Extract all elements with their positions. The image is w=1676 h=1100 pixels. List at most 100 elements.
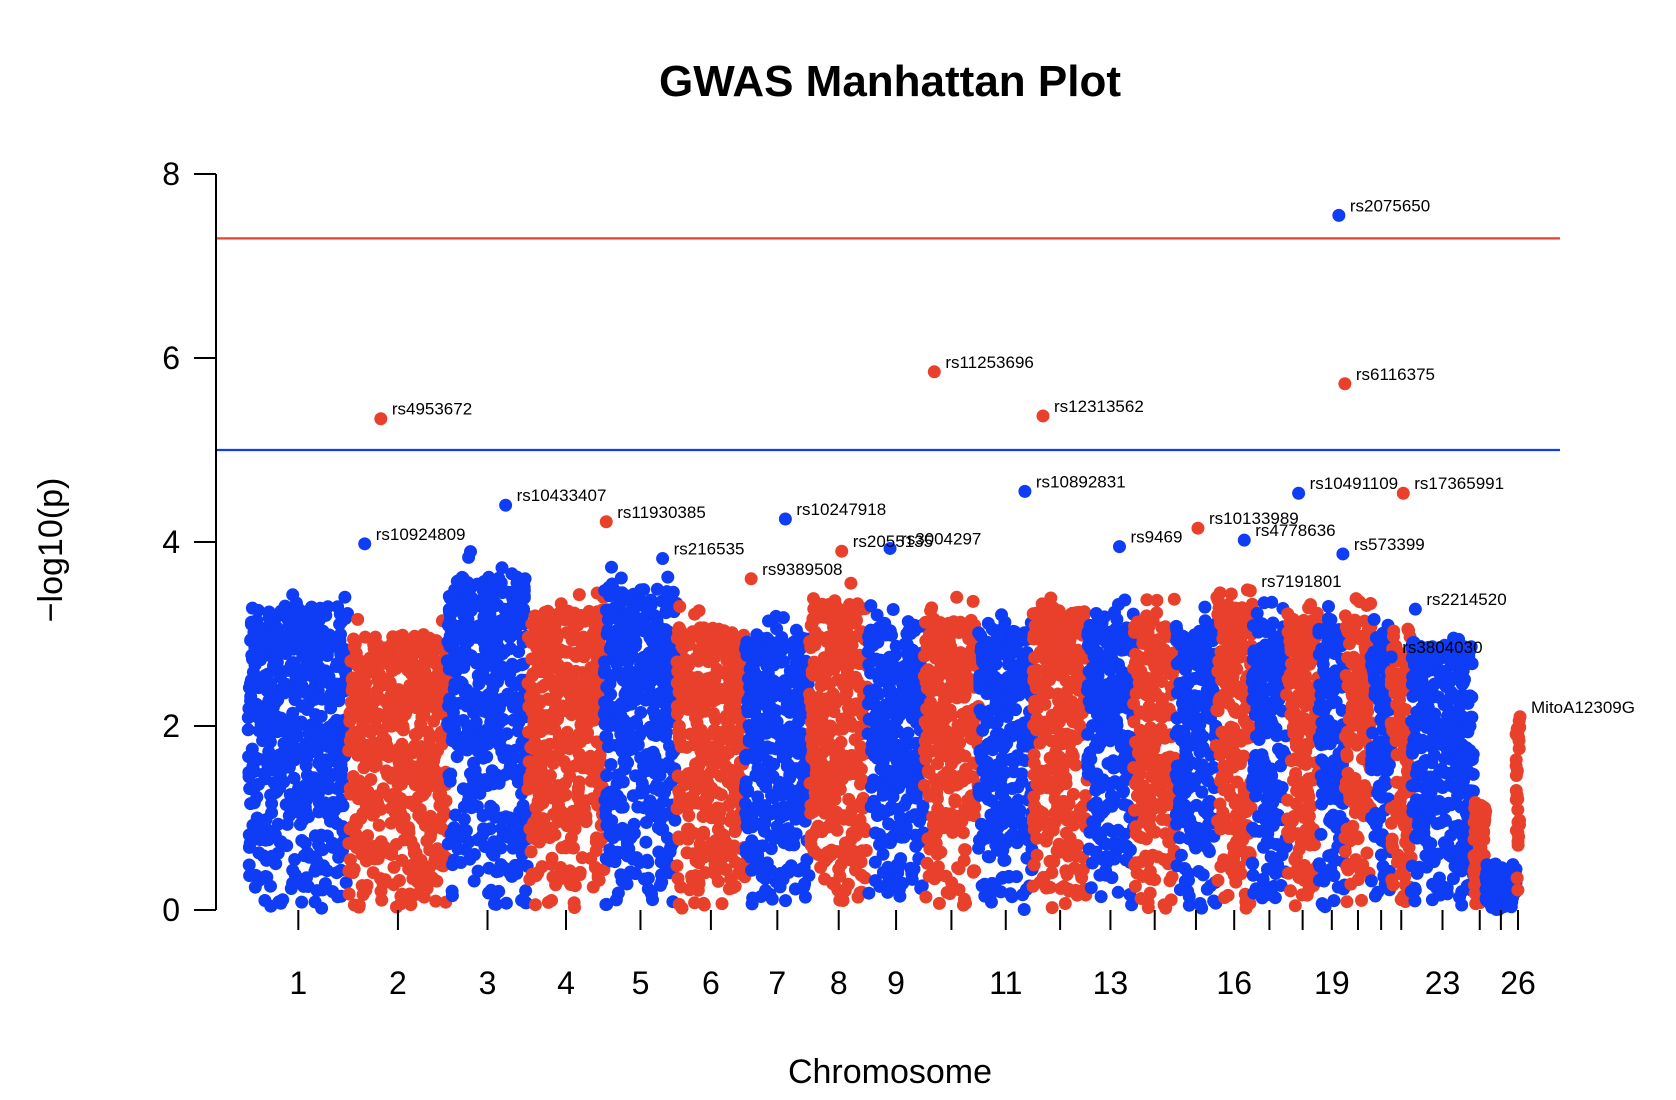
snp-point <box>547 807 561 821</box>
snp-point <box>928 704 942 718</box>
snp-point <box>1046 601 1060 615</box>
snp-point <box>351 612 365 626</box>
snp-point <box>715 897 729 911</box>
snp-point <box>364 725 378 739</box>
snp-point <box>1105 871 1119 885</box>
snp-point <box>285 662 299 676</box>
snp-point <box>601 718 615 731</box>
snp-point <box>1084 752 1098 766</box>
snp-point <box>1089 846 1103 860</box>
snp-point <box>1045 866 1059 880</box>
snp-point <box>1053 642 1067 656</box>
snp-point <box>354 671 367 685</box>
snp-point <box>308 789 322 803</box>
snp-point <box>1033 778 1047 792</box>
snp-point <box>482 690 496 704</box>
snp-point <box>711 823 725 836</box>
snp-point <box>755 770 768 784</box>
snp-point <box>358 630 372 644</box>
snp-point <box>591 870 605 884</box>
snp-point <box>296 631 310 645</box>
snp-point <box>492 737 506 751</box>
snp-point <box>534 725 548 739</box>
snp-point <box>989 763 1003 776</box>
snp-point <box>444 624 458 638</box>
snp-point <box>440 654 454 668</box>
snp-point <box>387 766 401 780</box>
snp-point <box>957 892 971 906</box>
snp-point <box>315 777 329 791</box>
snp-point <box>938 626 952 640</box>
snp-point <box>541 604 555 618</box>
snp-point <box>1064 702 1078 716</box>
snp-point <box>863 625 877 639</box>
snp-point <box>919 890 933 904</box>
snp-point <box>439 794 453 808</box>
snp-point <box>387 639 401 653</box>
snp-point <box>569 614 583 628</box>
snp-point <box>1036 645 1050 659</box>
snp-point <box>758 799 772 813</box>
snp-point <box>1015 767 1029 781</box>
snp-point <box>244 690 258 704</box>
snp-point <box>450 750 464 764</box>
snp-point <box>253 704 267 718</box>
snp-point <box>420 882 434 895</box>
snp-point <box>688 607 702 621</box>
snp-point <box>901 615 915 629</box>
snp-point <box>349 813 363 827</box>
snp-point <box>1089 799 1103 812</box>
snp-point <box>297 606 311 620</box>
snp-point <box>674 740 688 754</box>
snp-point <box>996 817 1010 831</box>
snp-point <box>750 628 764 642</box>
snp-point <box>519 806 533 820</box>
snp-point <box>981 616 995 630</box>
snp-point <box>560 839 574 853</box>
snp-point <box>500 727 514 741</box>
snp-point <box>613 768 627 782</box>
snp-point <box>568 901 581 914</box>
snp-point <box>376 782 390 796</box>
snp-point <box>515 893 529 907</box>
snp-point <box>604 700 618 714</box>
snp-point <box>725 809 739 823</box>
snp-point <box>282 760 296 774</box>
snp-point <box>1114 700 1128 714</box>
snp-point <box>797 880 811 894</box>
snp-point <box>427 754 441 768</box>
snp-point <box>921 645 935 659</box>
snp-point <box>828 594 842 608</box>
snp-point <box>614 571 628 585</box>
snp-point <box>495 561 509 575</box>
snp-point <box>322 628 336 642</box>
snp-point <box>822 846 836 860</box>
snp-point <box>599 898 613 911</box>
snp-point <box>521 630 535 644</box>
snp-point <box>727 728 741 742</box>
snp-point <box>944 679 958 693</box>
snp-point <box>310 884 324 898</box>
snp-point <box>859 844 873 857</box>
chromosome-1-points <box>241 588 355 915</box>
snp-point <box>471 704 485 717</box>
snp-point <box>809 766 823 780</box>
snp-point <box>873 879 887 893</box>
snp-point <box>423 732 437 746</box>
snp-point <box>522 755 536 769</box>
snp-point <box>983 890 997 904</box>
snp-point <box>1097 610 1111 624</box>
snp-point <box>355 879 369 893</box>
snp-point <box>726 881 740 895</box>
snp-point <box>1016 888 1030 902</box>
snp-point <box>686 847 700 861</box>
snp-point <box>871 730 885 744</box>
snp-point <box>410 727 424 741</box>
snp-point <box>574 803 588 817</box>
snp-point <box>482 886 496 900</box>
snp-point <box>417 628 430 642</box>
snp-point <box>950 590 964 604</box>
snp-point <box>868 653 881 667</box>
snp-point <box>256 734 270 748</box>
snp-point <box>605 797 619 811</box>
